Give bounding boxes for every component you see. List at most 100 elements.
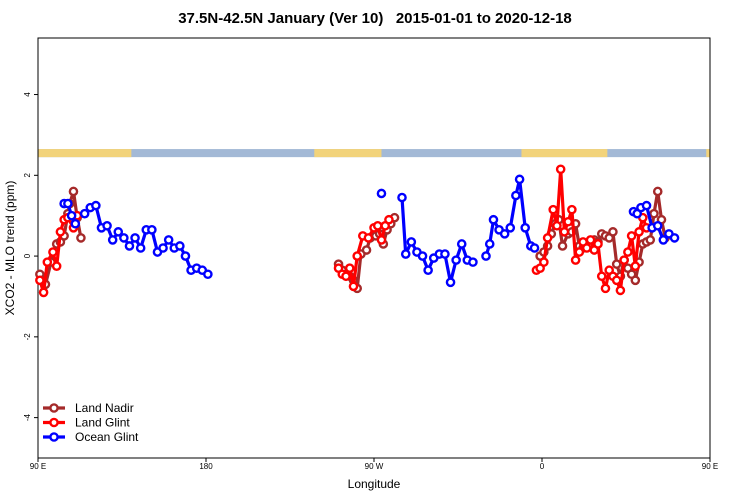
- data-point-2-45: [499, 229, 510, 239]
- data-point-2-2: [66, 210, 77, 221]
- data-point-0-52: [630, 275, 641, 286]
- data-point-0-46: [608, 227, 618, 237]
- data-point-1-1: [38, 287, 49, 298]
- x-tick-label-0: 90 E: [30, 462, 46, 471]
- data-point-1-48: [626, 231, 637, 241]
- data-point-2-41: [481, 251, 491, 261]
- land-segment-2: [521, 149, 608, 158]
- data-point-1-36: [582, 243, 592, 253]
- y-tick-label-4: 4: [23, 92, 32, 97]
- data-point-2-38: [456, 239, 467, 249]
- data-point-1-13: [344, 263, 355, 273]
- data-point-1-0: [35, 275, 45, 286]
- data-point-1-12: [341, 271, 351, 282]
- data-point-1-26: [542, 233, 553, 243]
- data-point-1-45: [615, 285, 626, 296]
- data-point-1-29: [555, 164, 566, 175]
- data-point-2-40: [468, 257, 478, 267]
- data-point-1-22: [384, 214, 394, 225]
- data-point-1-30: [559, 227, 570, 237]
- data-point-1-44: [611, 275, 622, 286]
- land-ocean-mask: [38, 149, 710, 158]
- legend-marker-2: [49, 432, 59, 442]
- data-point-2-32: [423, 265, 433, 276]
- data-point-1-14: [348, 281, 359, 292]
- data-point-2-16: [147, 225, 157, 235]
- legend-marker-1: [49, 417, 59, 428]
- data-point-1-2: [42, 257, 53, 267]
- y-tick-label-3: 2: [23, 173, 32, 178]
- data-point-1-20: [376, 235, 387, 245]
- data-point-2-28: [400, 249, 411, 259]
- data-point-0-57: [649, 208, 659, 219]
- data-point-2-13: [130, 233, 140, 243]
- data-point-2-43: [488, 214, 499, 225]
- series-1: [35, 164, 652, 298]
- y-tick-label-2: 0: [23, 253, 32, 258]
- x-tick-label-1: 180: [199, 462, 213, 471]
- data-point-1-41: [600, 283, 611, 294]
- data-point-1-34: [574, 247, 585, 257]
- data-point-1-3: [48, 247, 58, 257]
- data-point-0-58: [652, 186, 663, 197]
- data-point-2-9: [107, 235, 118, 245]
- data-point-2-36: [445, 277, 456, 288]
- land-segment-3: [706, 149, 710, 158]
- y-tick-label-1: -2: [23, 333, 32, 341]
- data-point-1-31: [563, 216, 573, 227]
- data-point-2-14: [135, 243, 146, 253]
- data-point-2-42: [484, 239, 495, 249]
- data-point-1-28: [552, 220, 562, 231]
- data-point-2-57: [652, 220, 663, 231]
- data-point-1-37: [585, 235, 596, 245]
- data-point-2-26: [203, 269, 213, 280]
- data-point-2-46: [505, 223, 516, 233]
- data-point-2-18: [158, 243, 168, 253]
- data-point-2-47: [511, 190, 521, 201]
- data-point-2-8: [102, 220, 112, 231]
- data-point-0-47: [611, 259, 622, 269]
- legend-marker-0: [49, 403, 59, 413]
- data-point-2-35: [440, 249, 450, 259]
- data-point-2-6: [91, 200, 101, 211]
- data-point-1-39: [593, 239, 603, 249]
- data-point-1-47: [623, 247, 633, 257]
- series-2: [59, 174, 680, 288]
- data-point-2-31: [417, 251, 428, 261]
- data-point-0-33: [557, 241, 568, 251]
- data-point-1-4: [51, 261, 62, 271]
- data-point-1-15: [352, 251, 363, 261]
- data-point-0-19: [361, 245, 372, 255]
- data-point-0-11: [76, 233, 86, 243]
- axis-ticks: 90 E 180 90 W 0 90 E -4 -2 0 2 4: [23, 92, 718, 471]
- data-point-1-17: [363, 233, 374, 243]
- chart-title: 37.5N-42.5N January (Ver 10) 2015-01-01 …: [178, 10, 572, 27]
- series-layer: [35, 164, 680, 298]
- data-point-1-25: [539, 257, 549, 267]
- data-point-2-22: [180, 251, 191, 261]
- data-point-2-19: [163, 235, 174, 245]
- land-segment-1: [314, 149, 382, 158]
- y-tick-label-0: -4: [23, 414, 32, 422]
- data-point-2-12: [124, 241, 135, 251]
- data-point-1-19: [372, 220, 383, 231]
- data-point-2-51: [529, 243, 540, 253]
- data-point-2-48: [514, 174, 525, 185]
- data-point-2-58: [658, 235, 669, 245]
- x-tick-label-4: 90 E: [702, 462, 718, 471]
- data-point-1-27: [548, 204, 559, 215]
- data-point-2-27: [397, 192, 407, 203]
- land-segment-0: [38, 149, 132, 158]
- legend-label-1: Land Glint: [75, 416, 130, 430]
- legend-label-2: Ocean Glint: [75, 430, 139, 444]
- data-point-1-50: [634, 227, 644, 237]
- data-point-2-10: [113, 227, 124, 237]
- data-point-1-40: [596, 271, 607, 282]
- x-tick-label-3: 0: [540, 462, 545, 471]
- data-point-1-32: [567, 204, 577, 215]
- data-point-0-9: [68, 186, 79, 197]
- data-point-1-49: [630, 261, 641, 271]
- data-point-2-21: [175, 241, 185, 251]
- x-axis-label: Longitude: [348, 477, 401, 491]
